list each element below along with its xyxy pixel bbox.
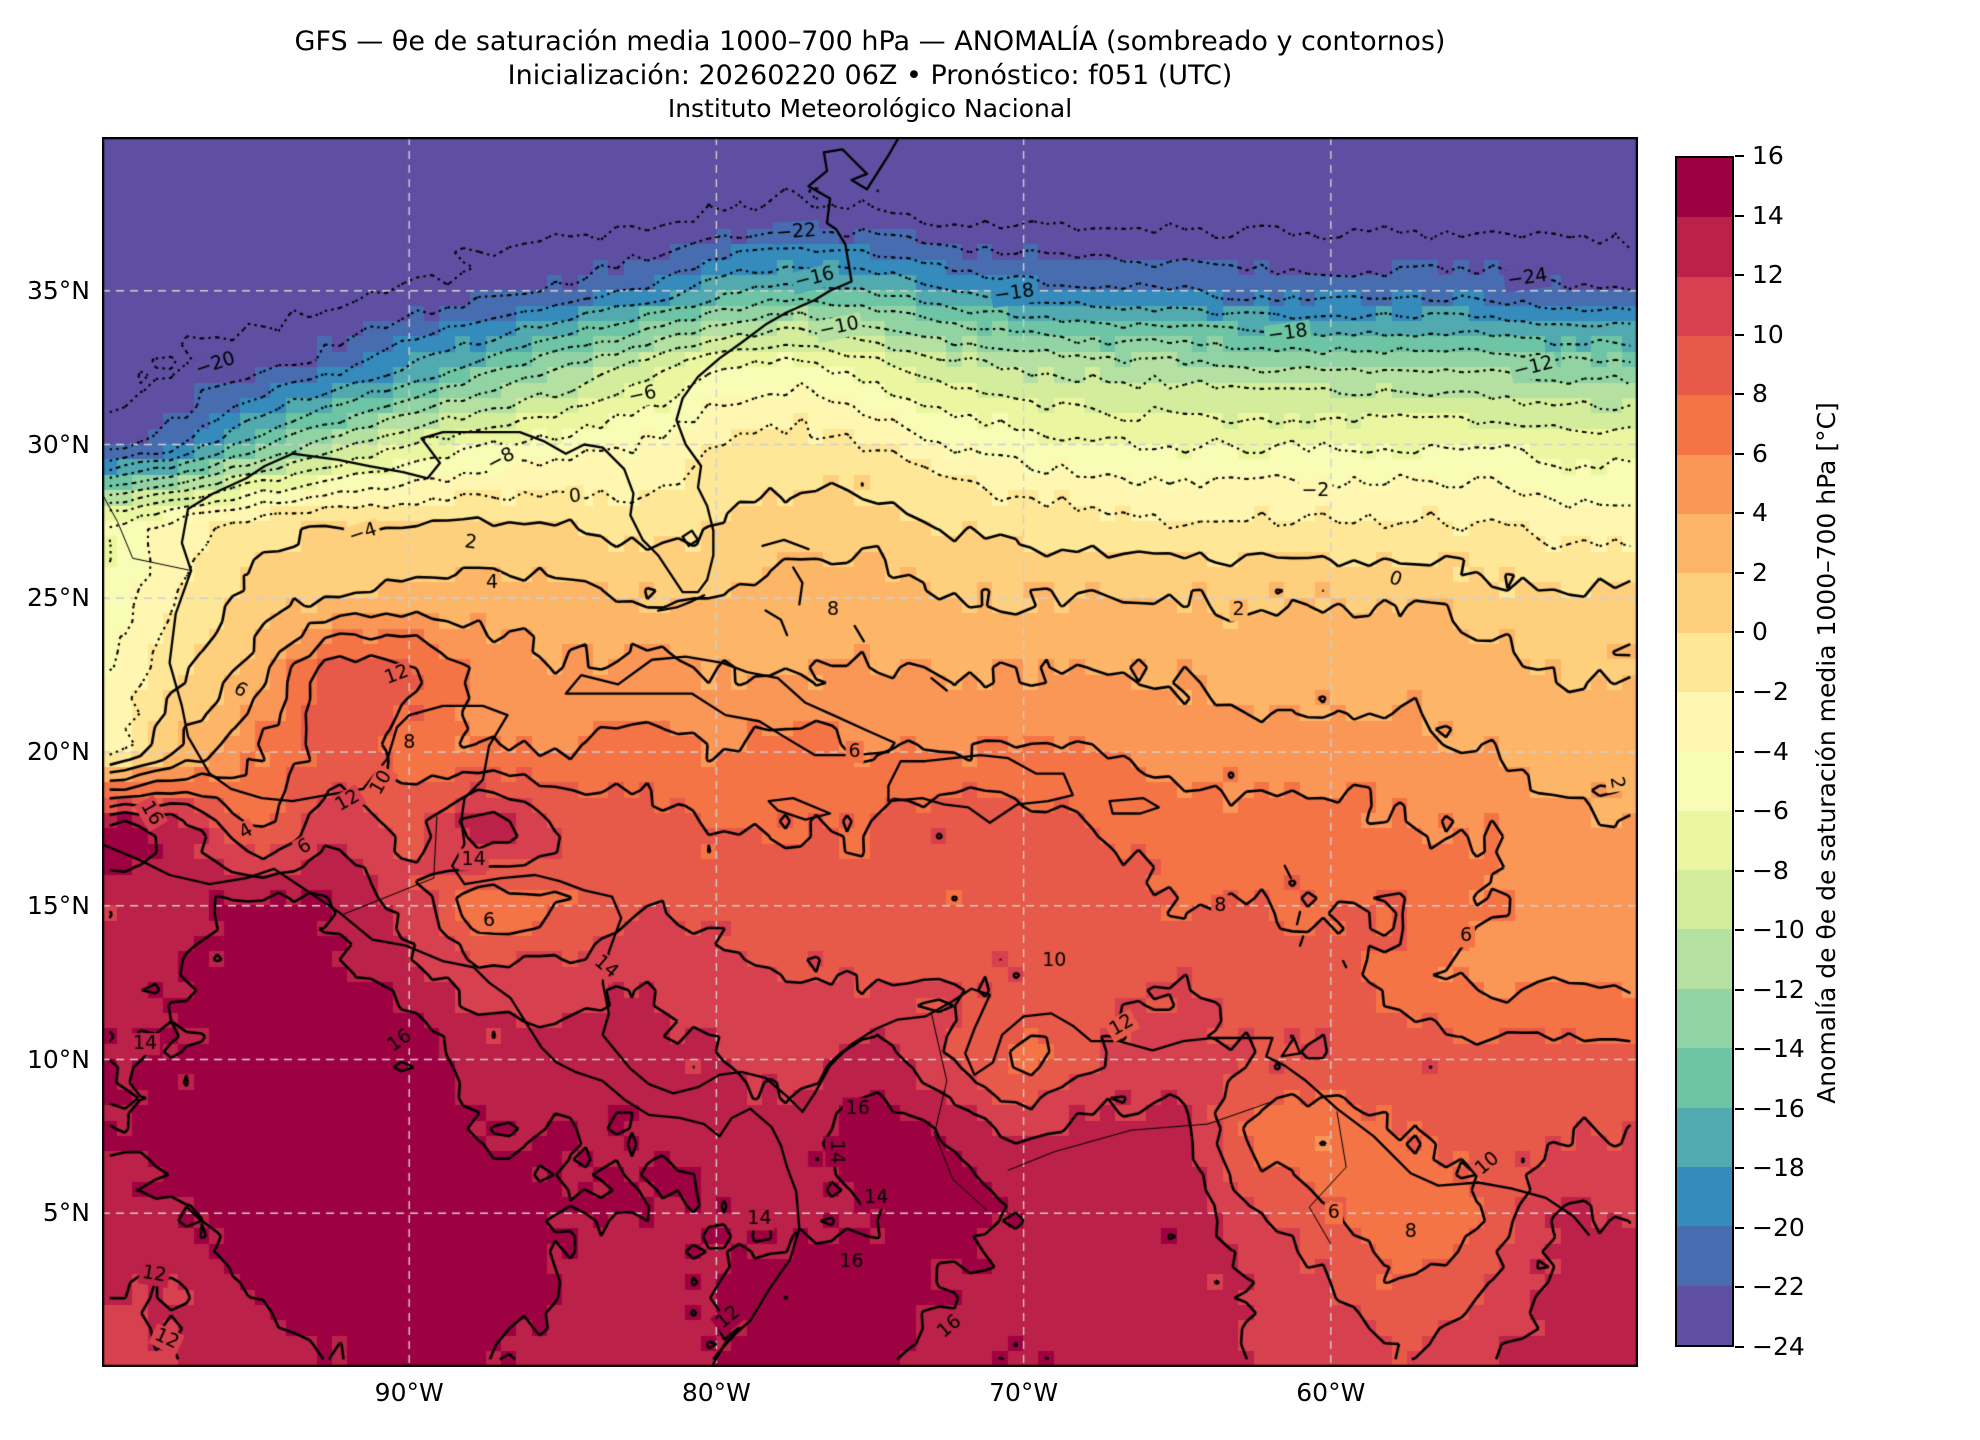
x-tick-label: 90°W bbox=[374, 1378, 444, 1407]
y-tick-label: 30°N bbox=[26, 429, 90, 459]
colorbar-tick-mark bbox=[1735, 1167, 1744, 1170]
colorbar-tick-label: 8 bbox=[1752, 379, 1768, 409]
colorbar-tick-mark bbox=[1735, 869, 1744, 872]
colorbar-tick-mark bbox=[1735, 631, 1744, 634]
colorbar-tick-label: −14 bbox=[1752, 1034, 1805, 1064]
colorbar-tick-mark bbox=[1735, 155, 1744, 157]
colorbar-tick-mark bbox=[1735, 333, 1744, 336]
colorbar bbox=[1675, 156, 1734, 1347]
colorbar-cell bbox=[1677, 336, 1732, 396]
colorbar-cell bbox=[1677, 751, 1732, 811]
colorbar-tick-label: 2 bbox=[1752, 557, 1768, 587]
colorbar-cell bbox=[1677, 870, 1732, 930]
colorbar-tick-label: −8 bbox=[1752, 855, 1789, 885]
colorbar-tick-mark bbox=[1735, 1226, 1744, 1229]
colorbar-tick-label: 6 bbox=[1752, 438, 1768, 468]
colorbar-cell bbox=[1677, 692, 1732, 752]
colorbar-tick-mark bbox=[1735, 1346, 1744, 1348]
colorbar-tick-mark bbox=[1735, 274, 1744, 277]
y-tick-label: 15°N bbox=[26, 890, 90, 920]
colorbar-tick-mark bbox=[1735, 690, 1744, 693]
colorbar-cell bbox=[1677, 276, 1732, 337]
colorbar-tick-mark bbox=[1735, 988, 1744, 991]
colorbar-cell bbox=[1677, 810, 1732, 871]
colorbar-cell bbox=[1677, 1166, 1732, 1227]
colorbar-tick-label: −4 bbox=[1752, 736, 1789, 766]
colorbar-cell bbox=[1677, 1226, 1732, 1286]
plot-institution: Instituto Meteorológico Nacional bbox=[667, 94, 1073, 123]
colorbar-tick-label: −2 bbox=[1752, 676, 1789, 706]
colorbar-tick-label: −10 bbox=[1752, 915, 1805, 945]
colorbar-tick-label: 16 bbox=[1752, 141, 1784, 170]
colorbar-tick-label: −22 bbox=[1752, 1272, 1805, 1302]
colorbar-tick-mark bbox=[1735, 512, 1744, 515]
colorbar-tick-label: 10 bbox=[1752, 319, 1784, 349]
colorbar-tick-label: 14 bbox=[1752, 200, 1784, 230]
colorbar-cell bbox=[1677, 988, 1732, 1049]
plot-subtitle: Inicialización: 20260220 06Z • Pronóstic… bbox=[507, 60, 1233, 91]
y-tick-label: 25°N bbox=[26, 583, 90, 613]
colorbar-tick-label: −12 bbox=[1752, 974, 1805, 1004]
colorbar-tick-label: −24 bbox=[1752, 1332, 1805, 1361]
colorbar-tick-mark bbox=[1735, 810, 1744, 813]
x-tick-label: 60°W bbox=[1296, 1378, 1366, 1407]
colorbar-tick-mark bbox=[1735, 1286, 1744, 1289]
colorbar-cell bbox=[1677, 217, 1732, 277]
x-tick-label: 70°W bbox=[989, 1378, 1059, 1407]
colorbar-cell bbox=[1677, 1048, 1732, 1108]
colorbar-cell bbox=[1677, 929, 1732, 989]
colorbar-tick-mark bbox=[1735, 1107, 1744, 1110]
map-canvas bbox=[102, 137, 1638, 1367]
colorbar-cell bbox=[1677, 573, 1732, 633]
colorbar-tick-label: 0 bbox=[1752, 617, 1768, 647]
y-tick-label: 35°N bbox=[26, 275, 90, 305]
colorbar-tick-label: 12 bbox=[1752, 260, 1784, 290]
colorbar-cell bbox=[1677, 514, 1732, 574]
y-tick-label: 20°N bbox=[26, 737, 90, 766]
colorbar-tick-label: −20 bbox=[1752, 1212, 1805, 1242]
colorbar-tick-label: −16 bbox=[1752, 1093, 1805, 1123]
colorbar-tick-mark bbox=[1735, 214, 1744, 217]
y-tick-label: 5°N bbox=[42, 1198, 90, 1228]
colorbar-tick-mark bbox=[1735, 571, 1744, 574]
colorbar-tick-label: −6 bbox=[1752, 796, 1789, 826]
y-tick-label: 10°N bbox=[26, 1044, 90, 1074]
x-tick-label: 80°W bbox=[681, 1378, 751, 1407]
colorbar-tick-mark bbox=[1735, 393, 1744, 396]
colorbar-tick-label: −18 bbox=[1752, 1153, 1805, 1183]
colorbar-cell bbox=[1677, 395, 1732, 455]
colorbar-cell bbox=[1677, 454, 1732, 515]
colorbar-tick-mark bbox=[1735, 750, 1744, 753]
colorbar-cell bbox=[1677, 1285, 1732, 1345]
colorbar-label: Anomalía de θe de saturación media 1000–… bbox=[1812, 402, 1841, 1104]
colorbar-cell bbox=[1677, 1107, 1732, 1167]
plot-title: GFS — θe de saturación media 1000–700 hP… bbox=[294, 26, 1446, 57]
map-frame bbox=[102, 137, 1638, 1367]
colorbar-tick-label: 4 bbox=[1752, 498, 1768, 528]
colorbar-tick-mark bbox=[1735, 1048, 1744, 1051]
colorbar-cell bbox=[1677, 158, 1732, 218]
colorbar-cell bbox=[1677, 632, 1732, 693]
colorbar-tick-mark bbox=[1735, 452, 1744, 455]
colorbar-tick-mark bbox=[1735, 929, 1744, 932]
